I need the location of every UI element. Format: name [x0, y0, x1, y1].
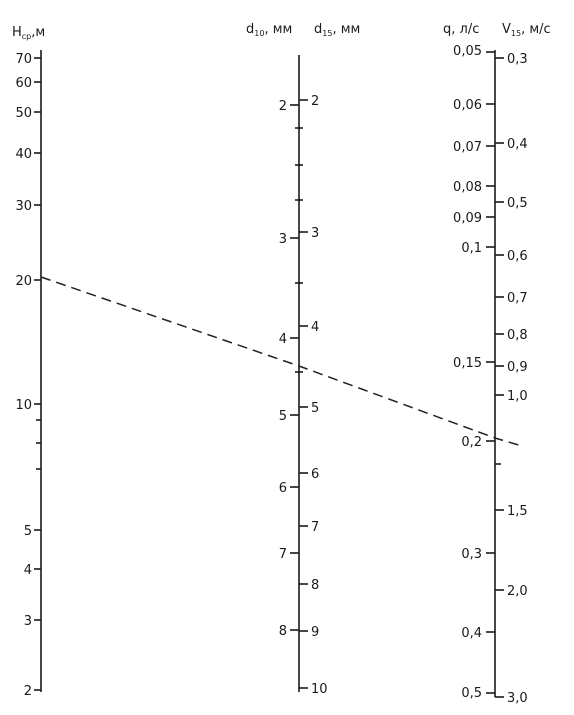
h-tick-label: 10 — [15, 398, 32, 413]
h-axis-labels: 70 60 50 40 30 20 10 5 4 3 2 — [15, 52, 32, 699]
q-axis-labels: 0,05 0,06 0,07 0,08 0,09 0,1 0,15 0,2 0,… — [453, 44, 482, 701]
d15-tick-label: 5 — [311, 401, 319, 416]
d15-axis-labels: 2 3 4 5 6 7 8 9 10 — [311, 94, 328, 697]
d15-tick-label: 3 — [311, 226, 319, 241]
d10-axis-ticks — [290, 104, 299, 631]
h-tick-label: 60 — [15, 76, 32, 91]
v-tick-label: 0,9 — [507, 360, 528, 375]
d10-tick-label: 6 — [279, 481, 287, 496]
q-tick-label: 0,3 — [461, 547, 482, 562]
h-tick-label: 3 — [24, 614, 32, 629]
d10-axis-labels: 2 3 4 5 6 7 8 — [279, 99, 287, 639]
d10-axis-header: d10, мм — [246, 22, 292, 38]
d10-tick-label: 7 — [279, 547, 287, 562]
h-tick-label: 2 — [24, 684, 32, 699]
q-tick-label: 0,5 — [461, 686, 482, 701]
d15-axis-ticks — [295, 99, 308, 689]
d10-tick-label: 3 — [279, 232, 287, 247]
h-tick-label: 70 — [15, 52, 32, 67]
v-tick-label: 0,4 — [507, 137, 528, 152]
q-tick-label: 0,2 — [461, 435, 482, 450]
h-axis-ticks — [34, 57, 41, 691]
h-tick-label: 50 — [15, 106, 32, 121]
q-axis-header: q, л/с — [443, 22, 479, 37]
v-tick-label: 1,5 — [507, 504, 528, 519]
d15-tick-label: 9 — [311, 625, 319, 640]
v-tick-label: 0,8 — [507, 328, 528, 343]
q-tick-label: 0,15 — [453, 356, 482, 371]
v-axis-ticks — [495, 57, 504, 698]
v-tick-label: 0,3 — [507, 52, 528, 67]
h-tick-label: 5 — [24, 524, 32, 539]
h-tick-label: 4 — [24, 563, 32, 578]
v-tick-label: 0,5 — [507, 196, 528, 211]
d15-tick-label: 7 — [311, 520, 319, 535]
h-tick-label: 30 — [15, 199, 32, 214]
d10-tick-label: 4 — [279, 332, 287, 347]
v-tick-label: 1,0 — [507, 389, 528, 404]
q-tick-label: 0,1 — [461, 241, 482, 256]
d15-tick-label: 8 — [311, 578, 319, 593]
v-tick-label: 3,0 — [507, 691, 528, 706]
h-tick-label: 40 — [15, 147, 32, 162]
v-tick-label: 2,0 — [507, 584, 528, 599]
q-tick-label: 0,08 — [453, 180, 482, 195]
h-axis-header: Hср,м — [12, 25, 45, 41]
q-tick-label: 0,07 — [453, 140, 482, 155]
d10-tick-label: 5 — [279, 409, 287, 424]
example-dashed-line — [40, 276, 523, 447]
v-axis-header: V15, м/с — [502, 22, 551, 38]
v-tick-label: 0,7 — [507, 291, 528, 306]
v-tick-label: 0,6 — [507, 249, 528, 264]
q-axis-ticks — [486, 51, 495, 694]
d10-tick-label: 2 — [279, 99, 287, 114]
q-tick-label: 0,05 — [453, 44, 482, 59]
q-tick-label: 0,09 — [453, 211, 482, 226]
q-tick-label: 0,06 — [453, 98, 482, 113]
d15-tick-label: 4 — [311, 320, 319, 335]
d15-tick-label: 10 — [311, 682, 328, 697]
q-tick-label: 0,4 — [461, 626, 482, 641]
v-axis-labels: 0,3 0,4 0,5 0,6 0,7 0,8 0,9 1,0 1,5 2,0 … — [507, 52, 528, 706]
d15-tick-label: 2 — [311, 94, 319, 109]
d15-axis-header: d15, мм — [314, 22, 360, 38]
h-tick-label: 20 — [15, 274, 32, 289]
d10-tick-label: 8 — [279, 624, 287, 639]
d15-tick-label: 6 — [311, 467, 319, 482]
